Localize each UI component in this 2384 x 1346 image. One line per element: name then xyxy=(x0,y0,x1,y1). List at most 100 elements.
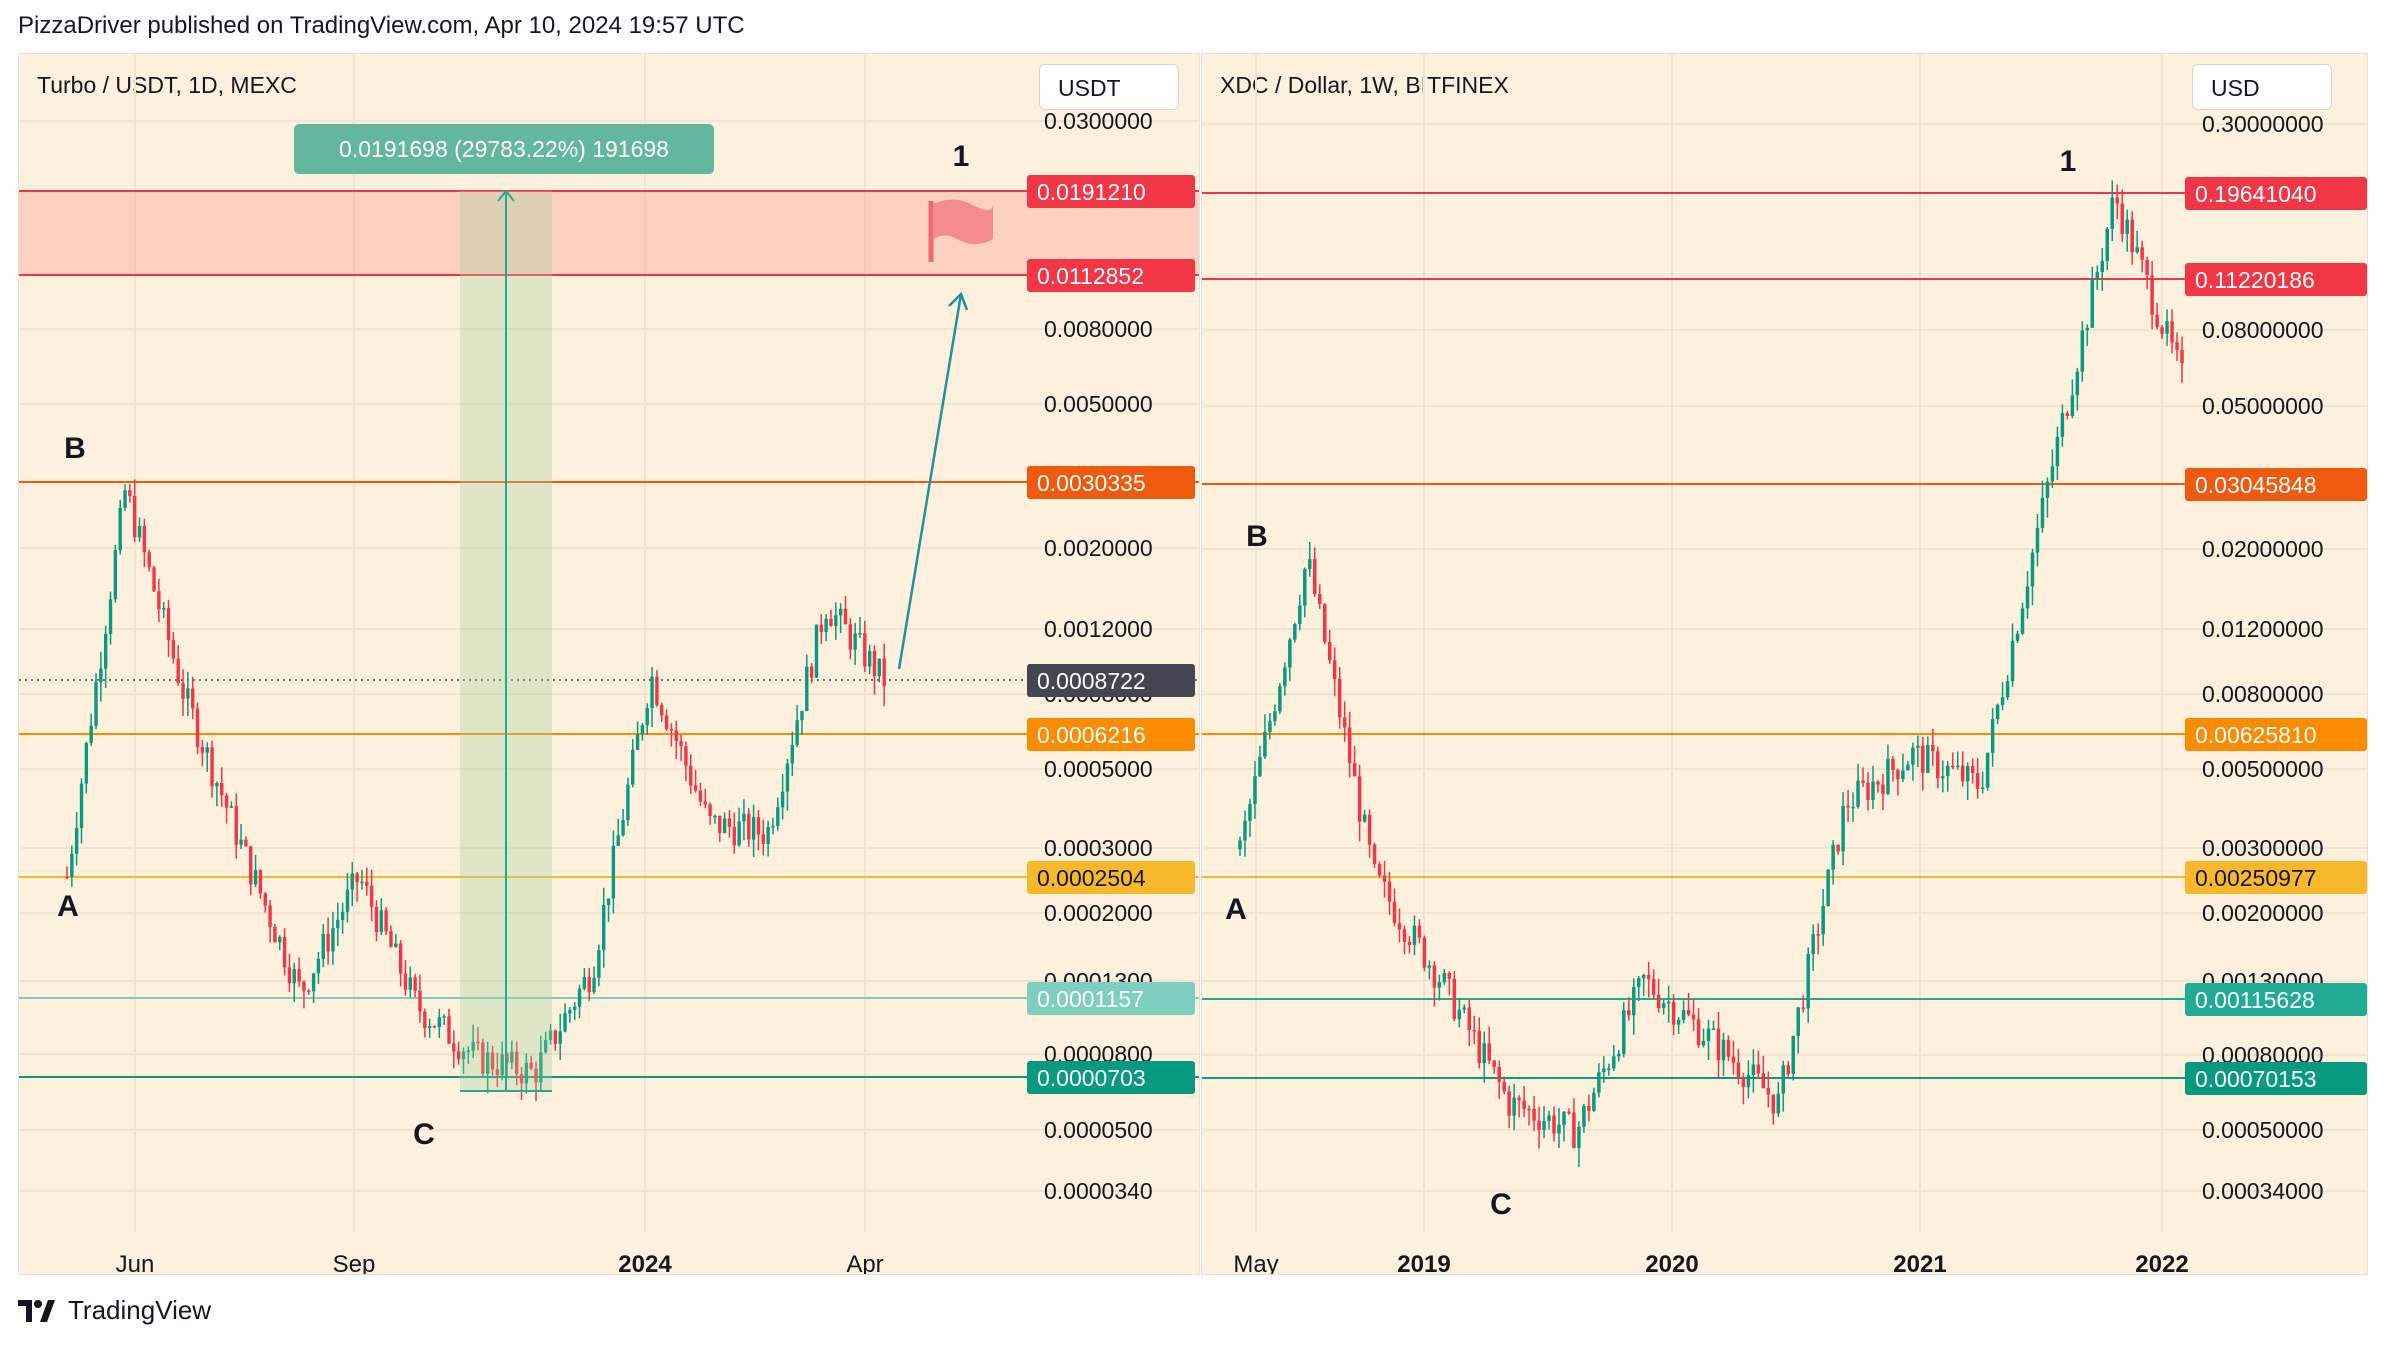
candle-body xyxy=(510,1051,514,1063)
candle-body xyxy=(2070,395,2075,416)
y-axis-tick-label: 0.00200000 xyxy=(2202,900,2324,926)
candle-body xyxy=(2155,314,2159,328)
candle-body xyxy=(292,969,296,984)
candle-body xyxy=(1791,1035,1795,1074)
candle-body xyxy=(1846,805,1850,808)
candle-body xyxy=(1661,1003,1666,1009)
x-axis-label: Sep xyxy=(333,1251,376,1274)
candle-body xyxy=(321,933,325,960)
wave-label-1: 1 xyxy=(953,140,970,173)
candle-body xyxy=(742,813,746,822)
price-tag-label: 0.19641040 xyxy=(2195,181,2317,207)
candle-body xyxy=(297,969,301,982)
candle-body xyxy=(1726,1039,1731,1057)
chart-canvas-turbo[interactable]: Jun Sep 2024 Apr 0.0300000 0.0080000 0.0050000… xyxy=(19,54,1199,1274)
candle-body xyxy=(403,973,408,990)
candle-body xyxy=(1318,594,1322,605)
chart-panel-turbo[interactable]: Turbo / USDT, 1D, MEXC USDT Jun Sep 2024 Ap… xyxy=(18,53,1200,1275)
candle-body xyxy=(539,1052,543,1083)
currency-unit-button[interactable]: USD xyxy=(2192,64,2332,110)
candle-body xyxy=(790,744,794,764)
candle-body xyxy=(1990,719,1995,753)
candle-body xyxy=(84,743,89,784)
candle-body xyxy=(853,633,857,650)
candle-body xyxy=(249,846,253,885)
candle-body xyxy=(418,990,422,1012)
chart-panel-xdc[interactable]: XDC / Dollar, 1W, BITFINEX USD May 2019 20… xyxy=(1201,53,2368,1275)
candle-body xyxy=(1651,979,1656,995)
price-tag xyxy=(2185,718,2367,751)
x-axis-label: 2020 xyxy=(1645,1251,1698,1274)
candle-body xyxy=(1796,1007,1800,1036)
candle-body xyxy=(1387,881,1392,902)
candle-body xyxy=(1886,758,1890,794)
candle-body xyxy=(505,1054,509,1063)
candle-body xyxy=(877,658,882,677)
candle-body xyxy=(287,967,292,984)
candle-body xyxy=(171,640,176,659)
candle-body xyxy=(379,910,383,933)
candle-body xyxy=(1417,925,1422,938)
candle-body xyxy=(282,936,287,968)
candle-body xyxy=(1946,765,1950,777)
candle-body xyxy=(819,624,823,632)
candle-body xyxy=(1931,744,1935,752)
candle-body xyxy=(1636,978,1641,988)
candle-body xyxy=(2000,697,2005,705)
candle-body xyxy=(2100,260,2105,273)
candle-body xyxy=(2160,327,2164,334)
candle-body xyxy=(524,1062,529,1084)
price-tag-label: 0.00115628 xyxy=(2195,987,2315,1013)
candle-body xyxy=(99,668,103,683)
candle-body xyxy=(1562,1111,1566,1125)
candle-body xyxy=(1442,972,1447,983)
candle-body xyxy=(394,943,398,948)
candle-body xyxy=(1322,604,1327,642)
candle-body xyxy=(70,853,74,877)
candle-body xyxy=(374,906,379,933)
candle-body xyxy=(205,747,209,753)
candle-body xyxy=(2105,228,2109,261)
candle-body xyxy=(229,806,234,808)
candle-body xyxy=(1656,994,1661,1009)
candle-body xyxy=(1786,1065,1791,1074)
candle-body xyxy=(1382,875,1387,882)
y-axis-tick-label: 0.00034000 xyxy=(2202,1178,2324,1204)
candle-body xyxy=(602,905,606,951)
candle-body xyxy=(2165,321,2169,334)
price-tag-label: 0.03045848 xyxy=(2195,472,2317,498)
candle-body xyxy=(1801,1007,1805,1009)
candle-body xyxy=(674,730,678,742)
y-axis-tick-label: 0.00050000 xyxy=(2202,1117,2324,1143)
target-flag-icon xyxy=(933,199,993,245)
candle-body xyxy=(191,688,195,709)
price-tag-label: 0.00625810 xyxy=(2195,722,2317,748)
candle-body xyxy=(843,608,848,625)
wave-label-B: B xyxy=(1246,520,1268,553)
candle-body xyxy=(1826,869,1830,907)
candle-body xyxy=(442,1016,446,1018)
candle-body xyxy=(423,1011,427,1028)
x-axis-label: 2022 xyxy=(2135,1251,2188,1274)
candle-body xyxy=(1691,1014,1696,1020)
candle-body xyxy=(664,715,669,730)
chart-canvas-xdc[interactable]: May 2019 2020 2021 2022 0.30000000 0.08000000 0… xyxy=(1202,54,2367,1274)
candle-body xyxy=(1582,1105,1586,1127)
currency-unit-button[interactable]: USDT xyxy=(1039,64,1179,110)
candle-body xyxy=(1980,787,1985,790)
price-tag-label: 0.0112852 xyxy=(1037,263,1144,289)
candle-body xyxy=(1298,605,1302,625)
tradingview-logo[interactable]: TradingView xyxy=(18,1295,211,1326)
candle-body xyxy=(771,826,775,828)
candle-body xyxy=(1811,934,1815,955)
measure-arrowhead xyxy=(497,189,515,202)
candle-body xyxy=(1397,923,1402,930)
y-axis-tick-label: 0.0003000 xyxy=(1044,835,1153,861)
tradingview-logo-icon xyxy=(18,1299,55,1322)
price-tag-label: 0.0001157 xyxy=(1037,986,1144,1012)
y-axis-tick-label: 0.0000500 xyxy=(1044,1117,1153,1143)
candle-body xyxy=(558,1031,562,1044)
candle-body xyxy=(1283,667,1287,687)
candle-body xyxy=(340,911,345,920)
candle-body xyxy=(1587,1105,1591,1111)
